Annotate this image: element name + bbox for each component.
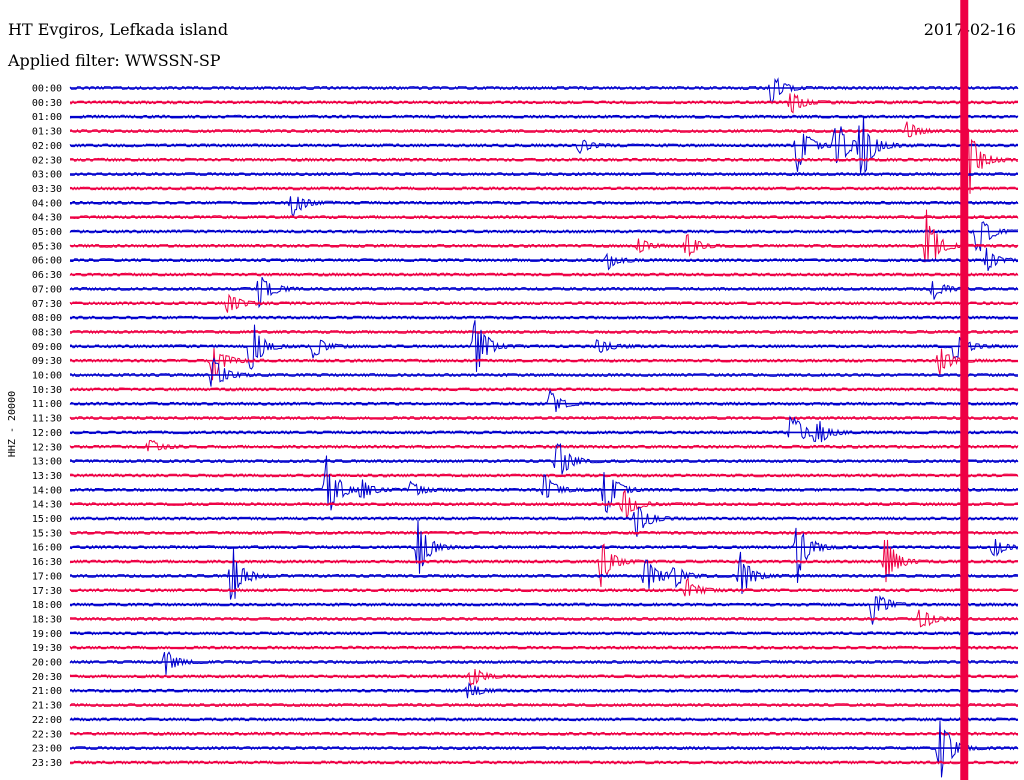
time-tick-label: 20:30 [32,672,62,683]
time-tick-label: 02:30 [32,155,62,166]
time-tick-label: 13:00 [32,457,62,468]
time-tick-label: 00:00 [32,84,62,95]
time-tick-label: 11:00 [32,399,62,410]
time-tick-label: 04:30 [32,213,62,224]
trace-line [69,439,1019,452]
y-axis-label-group: HHZ - 20000 [7,391,18,457]
trace-line [69,114,1019,120]
time-tick-label: 14:00 [32,485,62,496]
trace-line [69,415,1019,443]
time-tick-label: 16:00 [32,543,62,554]
time-tick-label: 07:00 [32,284,62,295]
time-tick-label: 05:30 [32,241,62,252]
time-tick-label: 18:30 [32,614,62,625]
time-tick-label: 12:00 [32,428,62,439]
time-tick-label: 22:30 [32,729,62,740]
trace-line [69,388,1019,412]
time-tick-label: 23:30 [32,758,62,769]
trace-line [69,609,1019,628]
time-tick-label: 08:30 [32,327,62,338]
time-tick-label: 09:00 [32,342,62,353]
time-tick-label: 03:30 [32,184,62,195]
time-tick-label: 11:30 [32,414,62,425]
saturated-event-band [960,0,969,780]
time-tick-label: 19:30 [32,643,62,654]
trace-line [69,442,1019,475]
trace-line [69,247,1019,272]
filter-label: Applied filter: WWSSN-SP [8,51,221,70]
time-tick-label: 08:00 [32,313,62,324]
seismic-traces [69,0,1019,780]
time-tick-label: 06:00 [32,256,62,267]
trace-line [69,651,1019,675]
trace-line [69,386,1019,392]
time-tick-label: 21:30 [32,701,62,712]
trace-line [69,669,1019,687]
time-tick-label: 14:30 [32,500,62,511]
time-tick-label: 10:30 [32,385,62,396]
time-tick-label: 20:00 [32,658,62,669]
trace-line [69,196,1019,218]
trace-line [69,357,1019,387]
time-tick-label: 23:00 [32,744,62,755]
trace-line [69,682,1019,699]
time-tick-label: 01:30 [32,127,62,138]
time-tick-labels: 00:00 00:30 01:00 01:30 02:00 02:30 03:00 03:30… [32,84,62,769]
time-tick-label: 15:00 [32,514,62,525]
trace-line [69,121,1019,138]
time-tick-label: 03:00 [32,170,62,181]
time-tick-label: 05:00 [32,227,62,238]
trace-line [69,221,1019,252]
time-tick-label: 18:00 [32,600,62,611]
time-tick-label: 22:00 [32,715,62,726]
time-tick-label: 01:00 [32,112,62,123]
time-tick-label: 17:00 [32,571,62,582]
time-tick-label: 21:00 [32,686,62,697]
date-label: 2017-02-16 [923,20,1016,39]
time-tick-label: 07:30 [32,299,62,310]
time-tick-label: 12:30 [32,442,62,453]
trace-line [69,120,1019,194]
trace-line [69,115,1019,174]
time-tick-label: 15:30 [32,528,62,539]
y-axis-label: HHZ - 20000 [7,391,18,457]
trace-line [69,77,1019,105]
time-tick-label: 02:00 [32,141,62,152]
time-tick-label: 16:30 [32,557,62,568]
trace-line [69,577,1019,597]
trace-line [69,519,1019,583]
time-tick-label: 17:30 [32,586,62,597]
time-tick-label: 06:30 [32,270,62,281]
time-tick-label: 19:00 [32,629,62,640]
time-tick-label: 04:00 [32,198,62,209]
time-tick-label: 00:30 [32,98,62,109]
time-tick-label: 10:00 [32,371,62,382]
time-tick-label: 09:30 [32,356,62,367]
trace-line [69,548,1019,600]
station-title: HT Evgiros, Lefkada island [8,20,229,39]
trace-line [69,720,1019,778]
time-tick-label: 13:30 [32,471,62,482]
